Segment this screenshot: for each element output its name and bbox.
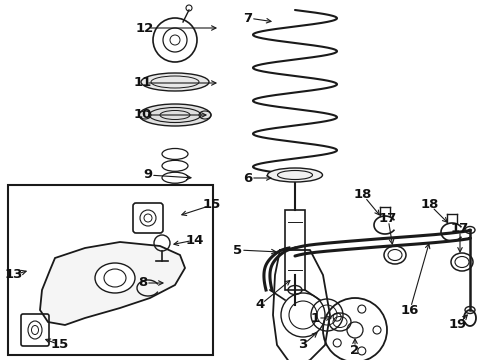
Text: 6: 6 — [244, 171, 253, 184]
Text: 16: 16 — [401, 303, 419, 316]
Text: 19: 19 — [449, 319, 467, 332]
Text: 2: 2 — [350, 343, 360, 356]
Text: 15: 15 — [51, 338, 69, 351]
Ellipse shape — [268, 168, 322, 182]
Ellipse shape — [139, 104, 211, 126]
Bar — [8, 185, 213, 355]
Text: 12: 12 — [136, 22, 154, 35]
Text: 7: 7 — [244, 12, 252, 24]
Text: 17: 17 — [379, 211, 397, 225]
Text: 17: 17 — [451, 221, 469, 234]
Text: 15: 15 — [203, 198, 221, 211]
Bar — [285, 210, 305, 290]
Text: 14: 14 — [186, 234, 204, 247]
Ellipse shape — [95, 263, 135, 293]
Text: 11: 11 — [134, 77, 152, 90]
Text: 5: 5 — [233, 243, 243, 256]
Text: 13: 13 — [5, 269, 23, 282]
Text: 3: 3 — [298, 338, 308, 351]
Text: 18: 18 — [354, 189, 372, 202]
Text: 10: 10 — [134, 108, 152, 122]
Ellipse shape — [141, 73, 209, 91]
Text: 8: 8 — [138, 276, 147, 289]
Text: 18: 18 — [421, 198, 439, 211]
Text: 4: 4 — [255, 298, 265, 311]
Polygon shape — [40, 242, 185, 325]
Text: 1: 1 — [311, 311, 319, 324]
Text: 9: 9 — [144, 168, 152, 181]
